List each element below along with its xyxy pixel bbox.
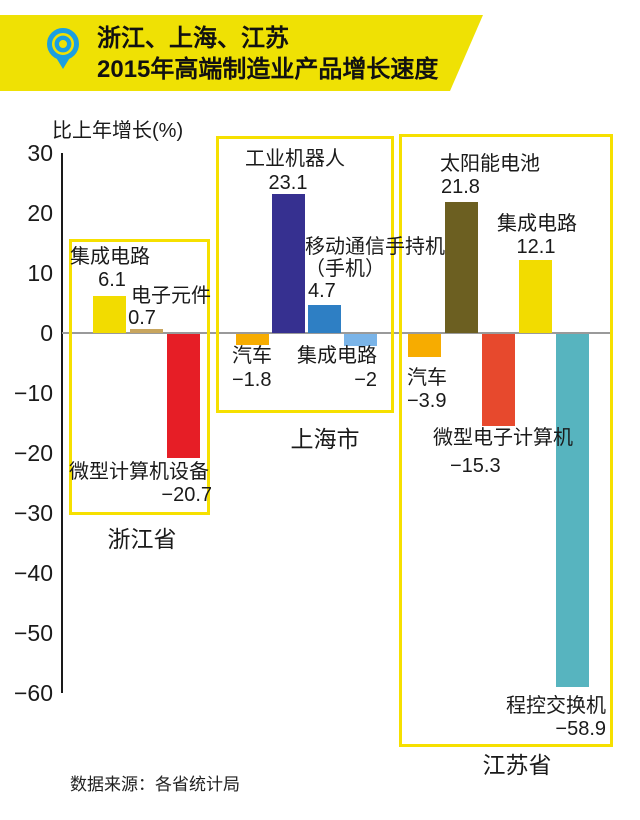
bar <box>556 334 589 687</box>
bar-label: 移动通信手持机 （手机） <box>305 236 445 280</box>
bar-label: 工业机器人 <box>245 148 345 170</box>
bar-value-label: −2 <box>354 369 377 391</box>
bar-label: 程控交换机 <box>506 695 606 717</box>
bar-value-label: −3.9 <box>407 390 447 412</box>
data-source-note: 数据来源：各省统计局 <box>70 775 240 794</box>
bar-value-label: −15.3 <box>450 455 501 477</box>
y-tick-label: −10 <box>13 380 53 406</box>
group-name-label: 浙江省 <box>107 526 177 552</box>
bar-label: 微型电子计算机 <box>433 427 573 449</box>
location-pin-icon <box>44 25 82 73</box>
bar-label: 汽车 <box>407 367 447 389</box>
bar-value-label: 21.8 <box>441 176 480 198</box>
bar-value-label: 6.1 <box>98 269 126 291</box>
bar-value-label: 0.7 <box>128 307 156 329</box>
bar <box>93 296 126 333</box>
y-tick-label: −20 <box>13 440 53 466</box>
bar-value-label: 4.7 <box>308 280 336 302</box>
y-axis-line <box>61 153 63 693</box>
group-name-label: 上海市 <box>290 426 360 452</box>
y-tick-label: 10 <box>27 260 53 286</box>
page-title-line2: 2015年高端制造业产品增长速度 <box>97 56 439 83</box>
y-tick-label: −30 <box>13 500 53 526</box>
bar <box>130 329 163 333</box>
bar-label: 电子元件 <box>131 285 211 307</box>
page-title-line1: 浙江、上海、江苏 <box>97 25 289 52</box>
bar <box>236 334 269 345</box>
bar <box>408 334 441 357</box>
bar <box>519 260 552 333</box>
header-banner: 浙江、上海、江苏 2015年高端制造业产品增长速度 <box>0 15 483 91</box>
bar <box>482 334 515 426</box>
bar-value-label: 23.1 <box>268 172 308 194</box>
y-tick-label: −40 <box>13 560 53 586</box>
bar-value-label: −20.7 <box>161 484 212 506</box>
y-tick-label: −60 <box>13 680 53 706</box>
bar-label: 汽车 <box>232 345 272 367</box>
bar <box>344 334 377 346</box>
bar <box>272 194 305 333</box>
bar-label: 集成电路 <box>70 246 150 268</box>
zero-baseline <box>62 332 612 334</box>
bar-label: 太阳能电池 <box>440 153 540 175</box>
group-outline <box>216 136 394 413</box>
bar-label: 集成电路 <box>297 345 377 367</box>
group-name-label: 江苏省 <box>482 752 552 778</box>
bar-label: 微型计算机设备 <box>69 461 209 483</box>
bar <box>167 334 200 458</box>
y-tick-label: 0 <box>40 320 53 346</box>
group-outline <box>69 239 210 515</box>
y-axis-title: 比上年增长(%) <box>52 120 184 142</box>
bar <box>445 202 478 333</box>
bar-value-label: −1.8 <box>232 369 272 391</box>
y-tick-label: −50 <box>13 620 53 646</box>
bar-value-label: 12.1 <box>516 236 556 258</box>
bar-label: 集成电路 <box>497 213 577 235</box>
y-tick-label: 20 <box>27 200 53 226</box>
y-tick-label: 30 <box>27 140 53 166</box>
page-title: 浙江、上海、江苏 2015年高端制造业产品增长速度 <box>97 23 438 85</box>
bar <box>308 305 341 333</box>
group-outline <box>399 134 613 747</box>
bar-value-label: −58.9 <box>555 718 606 740</box>
